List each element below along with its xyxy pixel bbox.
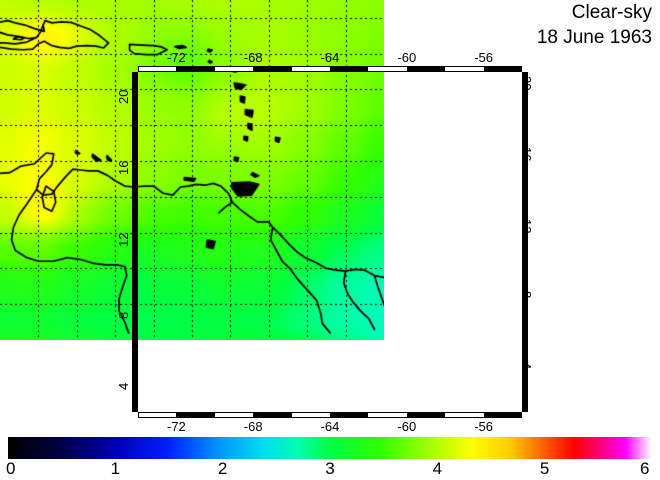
x-tick-label: -64 bbox=[320, 50, 340, 65]
y-tick-label: 4 bbox=[519, 362, 534, 370]
x-tick-label: -72 bbox=[166, 50, 186, 65]
y-tick-label: 16 bbox=[519, 147, 534, 162]
x-tick-label: -64 bbox=[320, 419, 340, 434]
x-tick-label: -72 bbox=[166, 419, 186, 434]
colorbar-tick-label: 5 bbox=[539, 459, 550, 478]
axis-frame-top bbox=[138, 66, 522, 72]
y-tick-label: 8 bbox=[519, 290, 534, 298]
colorbar-tick-label: 4 bbox=[432, 459, 443, 478]
x-tick-label: -68 bbox=[243, 419, 263, 434]
colorbar-tick-label: 2 bbox=[217, 459, 228, 478]
colorbar-tick-label: 0 bbox=[6, 459, 16, 478]
y-tick-label: 12 bbox=[116, 232, 131, 248]
colorbar-tick-label: 6 bbox=[640, 459, 650, 478]
colorbar bbox=[8, 437, 652, 459]
y-tick-label: 20 bbox=[519, 75, 534, 91]
x-tick-label: -60 bbox=[397, 419, 417, 434]
colorbar-tick-label: 1 bbox=[110, 459, 121, 478]
y-tick-label: 4 bbox=[116, 382, 131, 391]
axis-frame-bottom bbox=[138, 412, 522, 418]
y-tick-label: 20 bbox=[116, 89, 131, 104]
axis-frame-left bbox=[132, 72, 138, 412]
y-tick-label: 16 bbox=[116, 161, 131, 176]
y-tick-label: 8 bbox=[116, 311, 131, 319]
x-tick-label: -56 bbox=[474, 50, 493, 65]
sky-condition-label: Clear-sky bbox=[571, 2, 652, 23]
x-tick-label: -60 bbox=[397, 50, 417, 65]
y-tick-label: 12 bbox=[519, 219, 534, 234]
x-tick-label: -68 bbox=[243, 50, 263, 65]
axis-frame-right bbox=[522, 72, 528, 412]
uv-dose-map bbox=[0, 0, 384, 340]
colorbar-tick-label: 3 bbox=[325, 459, 335, 478]
date-label: 18 June 1963 bbox=[536, 27, 652, 48]
x-tick-label: -56 bbox=[474, 419, 493, 434]
